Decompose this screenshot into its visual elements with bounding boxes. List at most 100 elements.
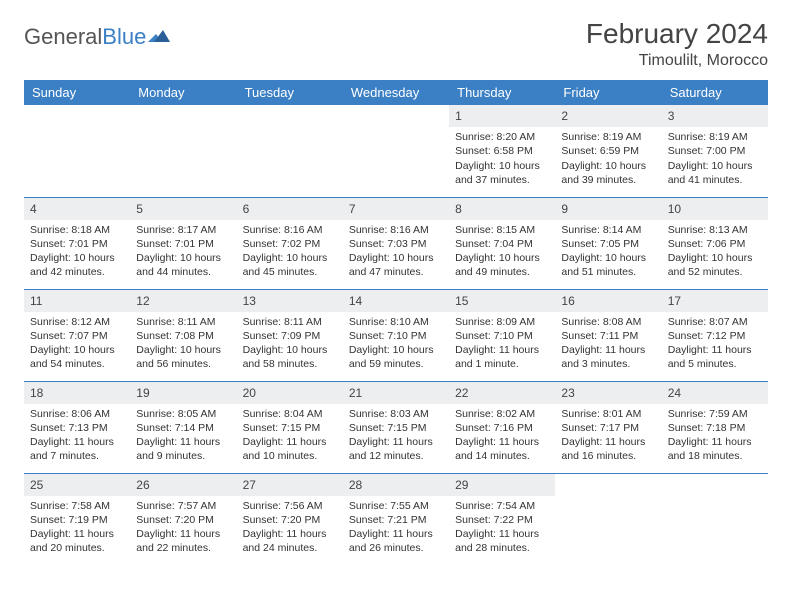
daylight-line: Daylight: 11 hours and 3 minutes. xyxy=(561,343,655,371)
daylight-line: Daylight: 10 hours and 39 minutes. xyxy=(561,159,655,187)
daylight-line: Daylight: 10 hours and 42 minutes. xyxy=(30,251,124,279)
sunrise-line: Sunrise: 7:58 AM xyxy=(30,499,124,513)
sunset-line: Sunset: 7:07 PM xyxy=(30,329,124,343)
sunset-line: Sunset: 7:11 PM xyxy=(561,329,655,343)
calendar-week: 11Sunrise: 8:12 AMSunset: 7:07 PMDayligh… xyxy=(24,289,768,381)
brand-part1: General xyxy=(24,24,102,50)
calendar-cell: . xyxy=(555,473,661,565)
day-header: Sunday xyxy=(24,80,130,105)
calendar-cell: 9Sunrise: 8:14 AMSunset: 7:05 PMDaylight… xyxy=(555,197,661,289)
daylight-line: Daylight: 11 hours and 7 minutes. xyxy=(30,435,124,463)
calendar-cell: 6Sunrise: 8:16 AMSunset: 7:02 PMDaylight… xyxy=(237,197,343,289)
day-number: 19 xyxy=(130,382,236,404)
sunset-line: Sunset: 7:20 PM xyxy=(136,513,230,527)
sunrise-line: Sunrise: 8:13 AM xyxy=(668,223,762,237)
title-block: February 2024 Timoulilt, Morocco xyxy=(586,18,768,70)
sunrise-line: Sunrise: 7:56 AM xyxy=(243,499,337,513)
sunset-line: Sunset: 7:17 PM xyxy=(561,421,655,435)
calendar-cell: 23Sunrise: 8:01 AMSunset: 7:17 PMDayligh… xyxy=(555,381,661,473)
sunrise-line: Sunrise: 8:10 AM xyxy=(349,315,443,329)
sunrise-line: Sunrise: 8:07 AM xyxy=(668,315,762,329)
day-header: Tuesday xyxy=(237,80,343,105)
day-number: 4 xyxy=(24,198,130,220)
sunrise-line: Sunrise: 7:59 AM xyxy=(668,407,762,421)
daylight-line: Daylight: 10 hours and 45 minutes. xyxy=(243,251,337,279)
sunset-line: Sunset: 7:05 PM xyxy=(561,237,655,251)
sunrise-line: Sunrise: 8:04 AM xyxy=(243,407,337,421)
sunrise-line: Sunrise: 8:18 AM xyxy=(30,223,124,237)
sunrise-line: Sunrise: 7:54 AM xyxy=(455,499,549,513)
calendar-cell: 8Sunrise: 8:15 AMSunset: 7:04 PMDaylight… xyxy=(449,197,555,289)
daylight-line: Daylight: 11 hours and 26 minutes. xyxy=(349,527,443,555)
sunset-line: Sunset: 7:03 PM xyxy=(349,237,443,251)
sunrise-line: Sunrise: 7:55 AM xyxy=(349,499,443,513)
calendar-cell: 11Sunrise: 8:12 AMSunset: 7:07 PMDayligh… xyxy=(24,289,130,381)
sunrise-line: Sunrise: 8:19 AM xyxy=(561,130,655,144)
sunrise-line: Sunrise: 8:03 AM xyxy=(349,407,443,421)
calendar-week: ....1Sunrise: 8:20 AMSunset: 6:58 PMDayl… xyxy=(24,105,768,197)
day-number: 12 xyxy=(130,290,236,312)
sunrise-line: Sunrise: 7:57 AM xyxy=(136,499,230,513)
calendar-cell: . xyxy=(24,105,130,197)
calendar-cell: . xyxy=(237,105,343,197)
daylight-line: Daylight: 11 hours and 14 minutes. xyxy=(455,435,549,463)
day-number: 18 xyxy=(24,382,130,404)
daylight-line: Daylight: 10 hours and 59 minutes. xyxy=(349,343,443,371)
calendar-cell: 28Sunrise: 7:55 AMSunset: 7:21 PMDayligh… xyxy=(343,473,449,565)
sunset-line: Sunset: 6:58 PM xyxy=(455,144,549,158)
calendar-cell: 26Sunrise: 7:57 AMSunset: 7:20 PMDayligh… xyxy=(130,473,236,565)
day-number: 5 xyxy=(130,198,236,220)
calendar-cell: 14Sunrise: 8:10 AMSunset: 7:10 PMDayligh… xyxy=(343,289,449,381)
sunrise-line: Sunrise: 8:19 AM xyxy=(668,130,762,144)
sunset-line: Sunset: 7:02 PM xyxy=(243,237,337,251)
calendar-cell: 2Sunrise: 8:19 AMSunset: 6:59 PMDaylight… xyxy=(555,105,661,197)
sunset-line: Sunset: 7:12 PM xyxy=(668,329,762,343)
daylight-line: Daylight: 10 hours and 52 minutes. xyxy=(668,251,762,279)
sunset-line: Sunset: 7:09 PM xyxy=(243,329,337,343)
sunrise-line: Sunrise: 8:02 AM xyxy=(455,407,549,421)
calendar-cell: 7Sunrise: 8:16 AMSunset: 7:03 PMDaylight… xyxy=(343,197,449,289)
daylight-line: Daylight: 11 hours and 5 minutes. xyxy=(668,343,762,371)
sunrise-line: Sunrise: 8:01 AM xyxy=(561,407,655,421)
daylight-line: Daylight: 10 hours and 51 minutes. xyxy=(561,251,655,279)
sunrise-line: Sunrise: 8:11 AM xyxy=(136,315,230,329)
calendar-cell: 1Sunrise: 8:20 AMSunset: 6:58 PMDaylight… xyxy=(449,105,555,197)
daylight-line: Daylight: 10 hours and 37 minutes. xyxy=(455,159,549,187)
calendar-cell: 16Sunrise: 8:08 AMSunset: 7:11 PMDayligh… xyxy=(555,289,661,381)
daylight-line: Daylight: 11 hours and 1 minute. xyxy=(455,343,549,371)
sunset-line: Sunset: 7:01 PM xyxy=(30,237,124,251)
calendar-cell: 15Sunrise: 8:09 AMSunset: 7:10 PMDayligh… xyxy=(449,289,555,381)
daylight-line: Daylight: 11 hours and 10 minutes. xyxy=(243,435,337,463)
day-number: 23 xyxy=(555,382,661,404)
day-number: 20 xyxy=(237,382,343,404)
daylight-line: Daylight: 10 hours and 49 minutes. xyxy=(455,251,549,279)
sunset-line: Sunset: 7:20 PM xyxy=(243,513,337,527)
calendar-cell: 18Sunrise: 8:06 AMSunset: 7:13 PMDayligh… xyxy=(24,381,130,473)
day-number: 28 xyxy=(343,474,449,496)
calendar-cell: 24Sunrise: 7:59 AMSunset: 7:18 PMDayligh… xyxy=(662,381,768,473)
calendar-cell: . xyxy=(130,105,236,197)
sunrise-line: Sunrise: 8:08 AM xyxy=(561,315,655,329)
calendar-location: Timoulilt, Morocco xyxy=(586,52,768,70)
calendar-cell: 29Sunrise: 7:54 AMSunset: 7:22 PMDayligh… xyxy=(449,473,555,565)
calendar-cell: 17Sunrise: 8:07 AMSunset: 7:12 PMDayligh… xyxy=(662,289,768,381)
calendar-cell: . xyxy=(662,473,768,565)
day-number: 3 xyxy=(662,105,768,127)
sunset-line: Sunset: 6:59 PM xyxy=(561,144,655,158)
calendar-cell: 22Sunrise: 8:02 AMSunset: 7:16 PMDayligh… xyxy=(449,381,555,473)
calendar-cell: 5Sunrise: 8:17 AMSunset: 7:01 PMDaylight… xyxy=(130,197,236,289)
calendar-cell: 10Sunrise: 8:13 AMSunset: 7:06 PMDayligh… xyxy=(662,197,768,289)
calendar-cell: 4 Sunrise: 8:18 AMSunset: 7:01 PMDaylight… xyxy=(24,197,130,289)
calendar-body: .... 1Sunrise: 8:20 AMSunset: 6:58 PMDayl… xyxy=(24,105,768,565)
sunset-line: Sunset: 7:14 PM xyxy=(136,421,230,435)
calendar-cell: 20Sunrise: 8:04 AMSunset: 7:15 PMDayligh… xyxy=(237,381,343,473)
calendar-cell: 12Sunrise: 8:11 AMSunset: 7:08 PMDayligh… xyxy=(130,289,236,381)
day-number: 24 xyxy=(662,382,768,404)
day-header-row: SundayMondayTuesdayWednesdayThursdayFrid… xyxy=(24,80,768,105)
sunset-line: Sunset: 7:01 PM xyxy=(136,237,230,251)
sunrise-line: Sunrise: 8:06 AM xyxy=(30,407,124,421)
calendar-cell: 3Sunrise: 8:19 AMSunset: 7:00 PMDaylight… xyxy=(662,105,768,197)
daylight-line: Daylight: 10 hours and 54 minutes. xyxy=(30,343,124,371)
day-header: Saturday xyxy=(662,80,768,105)
day-number: 21 xyxy=(343,382,449,404)
